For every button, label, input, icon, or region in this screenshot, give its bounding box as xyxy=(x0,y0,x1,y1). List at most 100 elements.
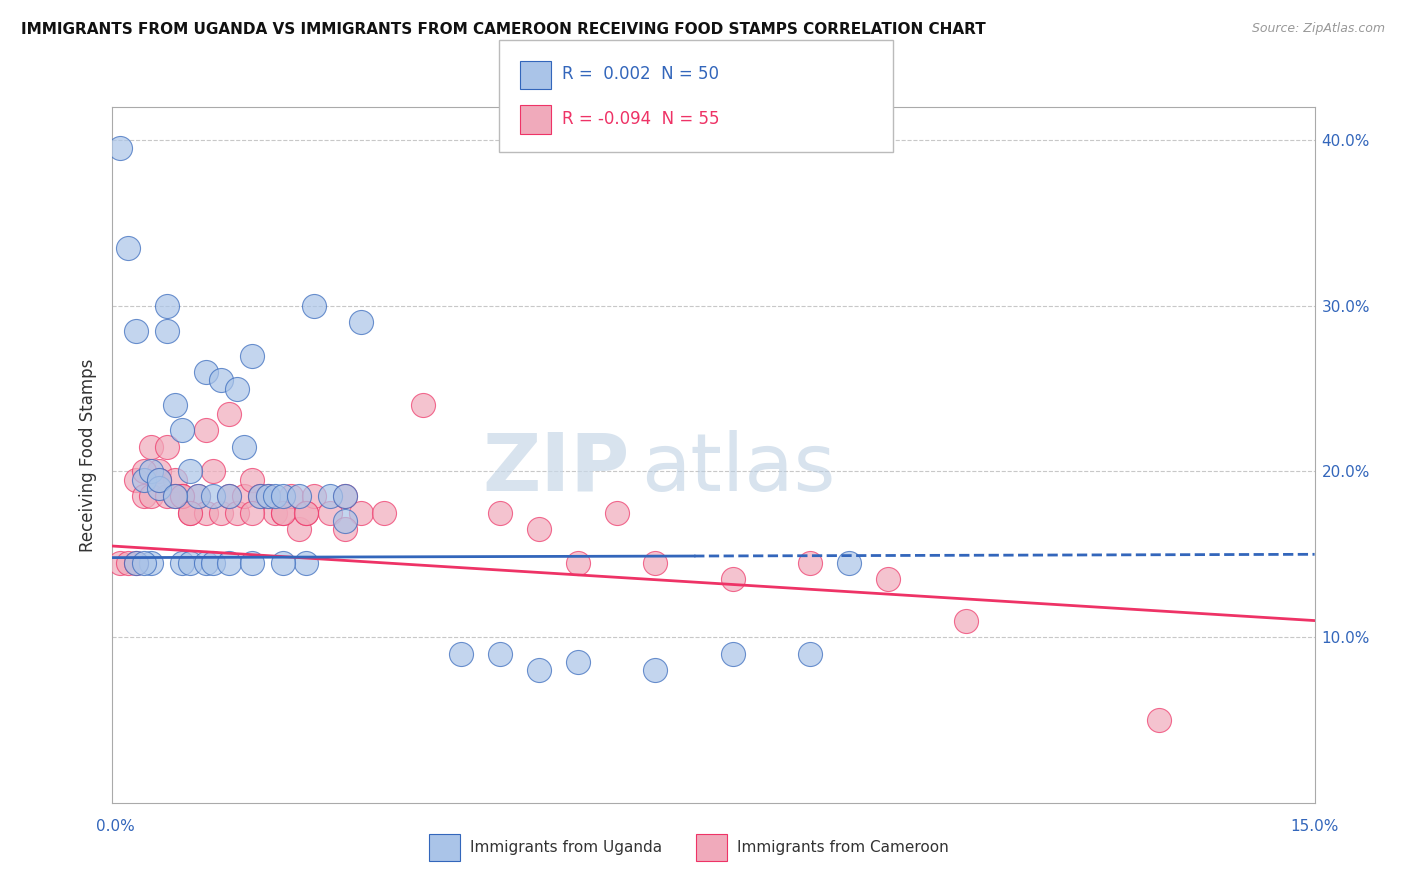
Point xyxy=(721,572,744,586)
Point xyxy=(318,506,340,520)
Text: R = -0.094  N = 55: R = -0.094 N = 55 xyxy=(562,110,720,128)
Text: Immigrants from Uganda: Immigrants from Uganda xyxy=(470,840,662,855)
Point xyxy=(233,489,256,503)
Point xyxy=(194,365,217,379)
Point xyxy=(172,489,194,503)
Point xyxy=(125,473,148,487)
Point xyxy=(264,506,287,520)
Point xyxy=(644,663,666,677)
Y-axis label: Receiving Food Stamps: Receiving Food Stamps xyxy=(79,359,97,551)
Point xyxy=(450,647,472,661)
Point xyxy=(148,473,170,487)
Point xyxy=(156,299,179,313)
Point xyxy=(249,489,271,503)
Text: atlas: atlas xyxy=(641,430,835,508)
Point xyxy=(202,489,225,503)
Point xyxy=(156,489,179,503)
Point xyxy=(287,489,309,503)
Point xyxy=(373,506,395,520)
Point xyxy=(606,506,628,520)
Point xyxy=(141,489,163,503)
Point xyxy=(295,556,318,570)
Point xyxy=(141,465,163,479)
Point xyxy=(117,241,139,255)
Point xyxy=(644,556,666,570)
Point xyxy=(163,473,186,487)
Point xyxy=(567,556,589,570)
Point xyxy=(117,556,139,570)
Point xyxy=(218,489,240,503)
Point xyxy=(163,398,186,412)
Text: R =  0.002  N = 50: R = 0.002 N = 50 xyxy=(562,65,720,83)
Point xyxy=(218,489,240,503)
Point xyxy=(567,655,589,669)
Point xyxy=(256,489,278,503)
Point xyxy=(233,440,256,454)
Point xyxy=(350,506,373,520)
Point xyxy=(218,407,240,421)
Point xyxy=(721,647,744,661)
Point xyxy=(148,481,170,495)
Point xyxy=(156,440,179,454)
Point xyxy=(412,398,434,412)
Point xyxy=(295,506,318,520)
Point xyxy=(125,556,148,570)
Point xyxy=(838,556,860,570)
Point xyxy=(132,489,155,503)
Point xyxy=(955,614,977,628)
Point xyxy=(264,489,287,503)
Point xyxy=(148,465,170,479)
Point xyxy=(240,556,263,570)
Point xyxy=(163,489,186,503)
Point xyxy=(172,423,194,437)
Point xyxy=(333,489,356,503)
Point xyxy=(799,647,821,661)
Point xyxy=(179,506,201,520)
Point xyxy=(179,506,201,520)
Point xyxy=(489,647,512,661)
Text: IMMIGRANTS FROM UGANDA VS IMMIGRANTS FROM CAMEROON RECEIVING FOOD STAMPS CORRELA: IMMIGRANTS FROM UGANDA VS IMMIGRANTS FRO… xyxy=(21,22,986,37)
Point xyxy=(333,523,356,537)
Point xyxy=(318,489,340,503)
Point xyxy=(132,465,155,479)
Point xyxy=(187,489,209,503)
Point xyxy=(187,489,209,503)
Point xyxy=(271,489,294,503)
Point xyxy=(172,489,194,503)
Text: Immigrants from Cameroon: Immigrants from Cameroon xyxy=(737,840,949,855)
Point xyxy=(302,489,325,503)
Point xyxy=(225,382,247,396)
Point xyxy=(125,556,148,570)
Point xyxy=(333,489,356,503)
Point xyxy=(132,556,155,570)
Point xyxy=(271,506,294,520)
Point xyxy=(280,489,302,503)
Text: ZIP: ZIP xyxy=(482,430,630,508)
Point xyxy=(799,556,821,570)
Point xyxy=(877,572,900,586)
Point xyxy=(132,473,155,487)
Point xyxy=(156,324,179,338)
Point xyxy=(172,556,194,570)
Point xyxy=(302,299,325,313)
Point xyxy=(271,556,294,570)
Point xyxy=(194,423,217,437)
Point xyxy=(240,506,263,520)
Point xyxy=(202,465,225,479)
Point xyxy=(240,473,263,487)
Point xyxy=(1149,713,1171,727)
Text: Source: ZipAtlas.com: Source: ZipAtlas.com xyxy=(1251,22,1385,36)
Point xyxy=(194,506,217,520)
Point xyxy=(240,349,263,363)
Point xyxy=(194,556,217,570)
Text: 15.0%: 15.0% xyxy=(1291,820,1339,834)
Point xyxy=(179,556,201,570)
Point xyxy=(489,506,512,520)
Point xyxy=(110,141,132,155)
Point xyxy=(209,373,232,387)
Point xyxy=(148,473,170,487)
Point xyxy=(287,523,309,537)
Point xyxy=(163,489,186,503)
Point xyxy=(271,506,294,520)
Point xyxy=(225,506,247,520)
